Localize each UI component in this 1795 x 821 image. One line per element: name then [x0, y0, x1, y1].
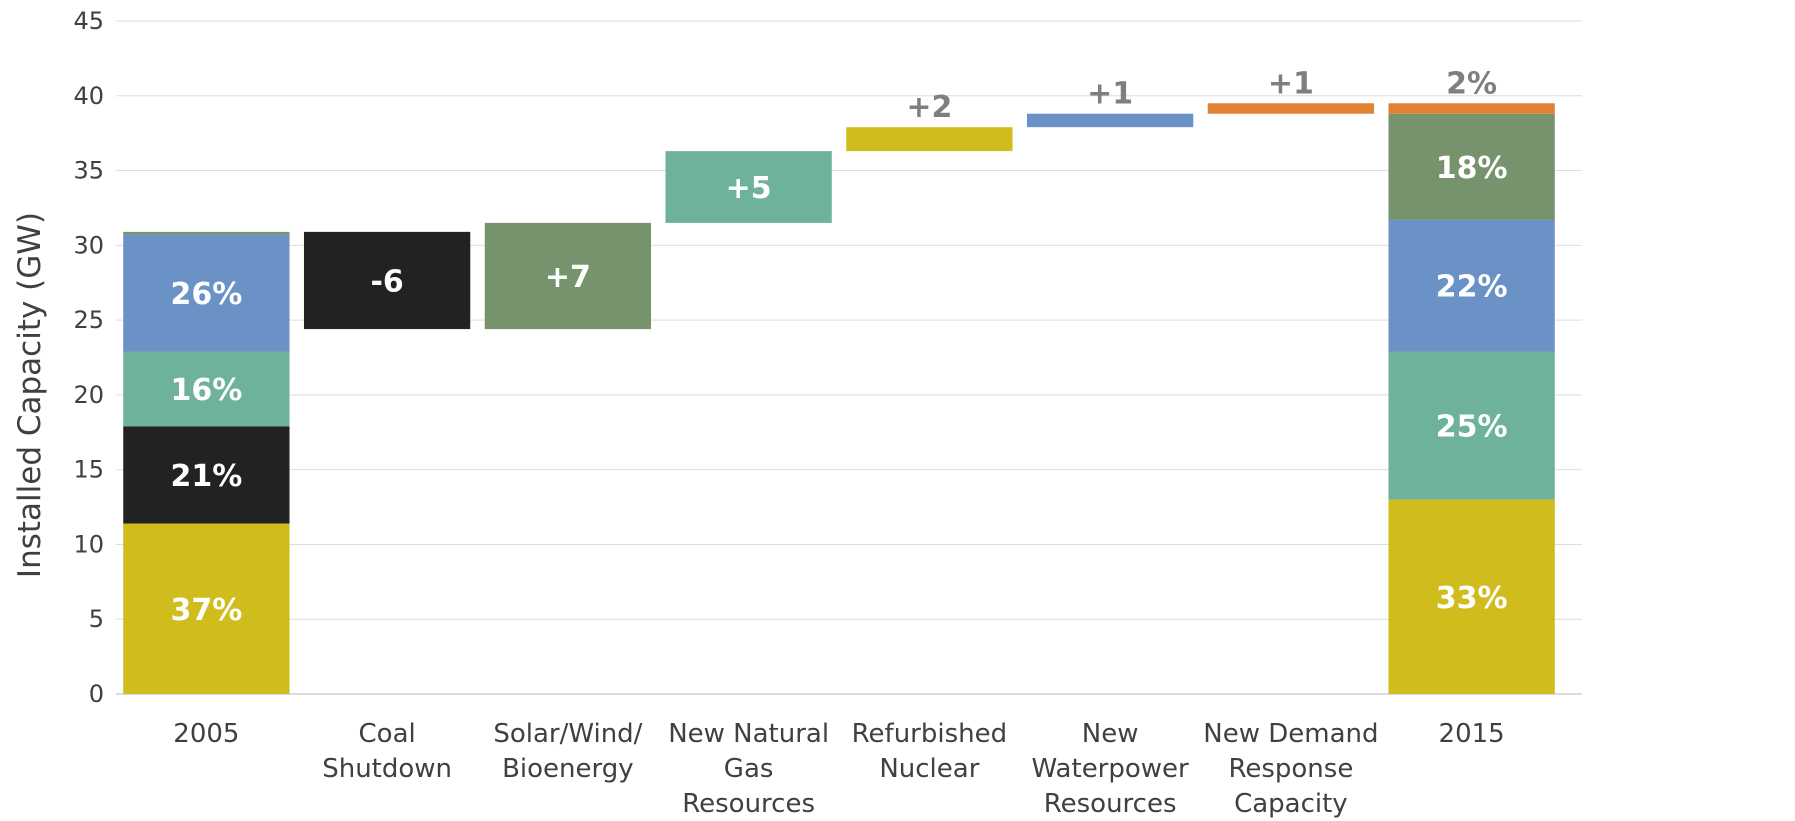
y-tick-label: 25 — [73, 306, 104, 334]
x-axis-categories: 2005 Coal Shutdown Solar/Wind/Bioenergy New … — [173, 719, 1504, 819]
data-label: 22% — [1436, 270, 1508, 305]
data-label: 33% — [1436, 581, 1508, 616]
y-tick-label: 45 — [73, 7, 104, 35]
bar-segment — [1388, 113, 1555, 220]
data-labels: 37% 21% 16% 26% -6 +7 +5 +2 +1 +1 33% 25% 22% 18% 2% — [170, 66, 1507, 627]
bar-segment — [846, 127, 1013, 152]
y-tick-label: 30 — [73, 231, 104, 259]
data-label: 16% — [170, 373, 242, 408]
y-tick-label: 20 — [73, 381, 104, 409]
data-label: 21% — [170, 459, 242, 494]
bar-segment — [1207, 103, 1375, 114]
data-label: +5 — [726, 171, 772, 206]
bar-segment — [123, 426, 290, 524]
y-tick-label: 15 — [73, 456, 104, 484]
x-category-label: New Demand Response Capacity — [1203, 719, 1378, 819]
bar-segment — [1026, 113, 1194, 128]
bar-segment — [123, 231, 290, 235]
data-label: +1 — [1268, 66, 1314, 101]
x-category-label: 2005 — [173, 719, 239, 749]
bar-segment — [484, 222, 652, 330]
bar-segment — [1388, 351, 1555, 500]
y-tick-label: 0 — [89, 680, 104, 708]
bar-segment — [303, 231, 471, 330]
data-label: 25% — [1436, 410, 1508, 445]
bar-segment — [1388, 219, 1555, 352]
y-axis-label: Installed Capacity (GW) — [12, 212, 48, 578]
y-tick-label: 10 — [73, 530, 104, 558]
data-label: 37% — [170, 593, 242, 628]
data-label: +7 — [545, 260, 591, 295]
y-tick-label: 5 — [89, 605, 104, 633]
x-category-label: New Waterpower Resources — [1032, 719, 1190, 819]
data-label: +1 — [1087, 77, 1133, 112]
y-tick-label: 40 — [73, 82, 104, 110]
x-category-label: Solar/Wind/Bioenergy — [493, 719, 642, 784]
bar-segment — [665, 151, 832, 223]
bar-segment — [123, 234, 290, 352]
data-label: +2 — [906, 90, 952, 125]
bars — [123, 103, 1555, 694]
data-label: 26% — [170, 277, 242, 312]
bar-segment — [1388, 499, 1555, 694]
data-label: 18% — [1436, 151, 1508, 186]
x-category-label: New Natural Gas Resources — [668, 719, 829, 819]
y-axis-ticks: 0 5 10 15 20 25 30 35 40 45 — [73, 7, 104, 708]
y-tick-label: 35 — [73, 157, 104, 185]
x-category-label: 2015 — [1439, 719, 1505, 749]
bar-segment — [1388, 103, 1555, 114]
bar-segment — [123, 523, 290, 694]
x-category-label: Refurbished Nuclear — [852, 719, 1007, 784]
data-label: 2% — [1446, 66, 1497, 101]
bar-segment — [123, 351, 290, 427]
data-label: -6 — [370, 264, 403, 299]
x-category-label: Coal Shutdown — [322, 719, 452, 784]
gridlines — [116, 20, 1582, 695]
